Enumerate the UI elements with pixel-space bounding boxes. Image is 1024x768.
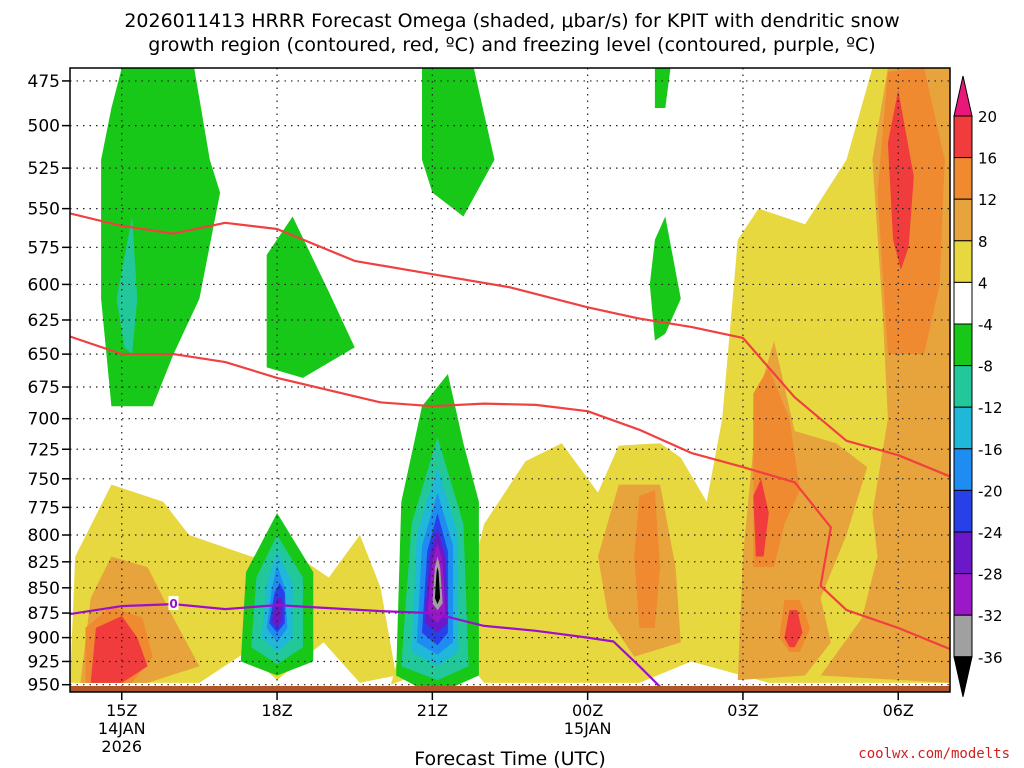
y-axis: 475 500 525 550 575 600 625 650 675 700 725 750 775 8…	[28, 72, 70, 696]
contour-line-2	[70, 603, 667, 692]
colorbar-over-triangle	[953, 75, 973, 117]
colorbar-under-triangle	[953, 656, 973, 697]
colorbar-band-3	[953, 240, 973, 283]
chart-title-line2: growth region (contoured, red, ºC) and f…	[148, 34, 876, 56]
y-tick-label-675: 675	[28, 378, 60, 398]
omega-region-16	[422, 68, 495, 217]
y-tick-label-750: 750	[28, 470, 60, 490]
omega-region-19	[654, 68, 671, 108]
colorbar-label-8: -16	[978, 441, 1003, 459]
omega-region-7	[634, 490, 661, 628]
contour-label-bg-2	[168, 596, 179, 611]
contour-lines: 0	[70, 212, 950, 692]
colorbar-band-7	[953, 406, 973, 450]
colorbar-band-10	[953, 531, 973, 575]
omega-region-12	[753, 478, 769, 557]
colorbar-label-11: -28	[978, 566, 1003, 584]
omega-shaded-regions	[70, 68, 950, 690]
colorbar-label-12: -32	[978, 607, 1003, 625]
grid-lines	[70, 68, 950, 692]
ground-strip	[70, 686, 950, 692]
colorbar-label-6: -8	[978, 358, 993, 376]
colorbar-label-4: 4	[978, 274, 988, 292]
y-tick-label-850: 850	[28, 579, 60, 599]
x-tick-label-18Z: 18Z	[261, 701, 292, 720]
y-tick-label-725: 725	[28, 440, 60, 460]
x-tick-label-03Z: 03Z	[727, 701, 758, 720]
y-tick-label-650: 650	[28, 345, 60, 365]
y-tick-label-900: 900	[28, 629, 60, 649]
colorbar-band-9	[953, 489, 973, 533]
colorbar: 20 16 12 8 4 -4 -8 -12 -16 -20 -24 -28 -32 -36	[953, 75, 1003, 697]
colorbar-band-2	[953, 198, 973, 242]
x-tick-label-15Z: 15Z	[106, 701, 137, 720]
colorbar-label-1: 16	[978, 150, 997, 168]
contour-line-1	[70, 335, 950, 651]
source-url: coolwx.com/modelts	[858, 746, 1010, 762]
x-axis-label: Forecast Time (UTC)	[414, 748, 605, 768]
y-tick-label-800: 800	[28, 526, 60, 546]
x-tick-label-06Z: 06Z	[883, 701, 914, 720]
ground-strip-rect	[70, 686, 950, 692]
colorbar-band-11	[953, 573, 973, 616]
colorbar-band-0	[953, 115, 973, 159]
omega-region-11	[90, 616, 148, 683]
omega-region-13	[784, 610, 803, 648]
y-tick-label-625: 625	[28, 311, 60, 331]
contour-label-2: 0	[169, 597, 177, 611]
y-tick-label-475: 475	[28, 72, 60, 92]
y-tick-label-550: 550	[28, 200, 60, 220]
colorbar-band-5	[953, 323, 973, 367]
x-tick-label-21Z: 21Z	[417, 701, 448, 720]
colorbar-label-5: -4	[978, 316, 993, 334]
y-tick-label-825: 825	[28, 553, 60, 573]
colorbar-band-1	[953, 157, 973, 200]
colorbar-label-2: 12	[978, 191, 997, 209]
plot-frame	[69, 67, 951, 693]
contour-line-0	[70, 212, 950, 478]
y-tick-label-575: 575	[28, 238, 60, 258]
omega-region-17	[266, 216, 355, 378]
colorbar-band-4	[953, 281, 973, 325]
x-tick-label-15JAN: 15JAN	[564, 719, 612, 738]
chart-title-line1: 2026011413 HRRR Forecast Omega (shaded, …	[124, 10, 900, 32]
omega-region-18	[649, 216, 681, 341]
y-tick-label-500: 500	[28, 117, 60, 137]
y-tick-label-775: 775	[28, 498, 60, 518]
colorbar-label-13: -36	[978, 649, 1003, 667]
omega-region-35	[434, 567, 441, 605]
y-tick-label-525: 525	[28, 159, 60, 179]
y-tick-label-600: 600	[28, 275, 60, 295]
colorbar-band-8	[953, 448, 973, 491]
x-tick-label-2026: 2026	[101, 737, 142, 756]
x-tick-label-00Z: 00Z	[572, 701, 603, 720]
y-tick-label-925: 925	[28, 652, 60, 672]
colorbar-band-12	[953, 614, 973, 658]
x-tick-label-14JAN: 14JAN	[98, 719, 146, 738]
omega-region-14	[887, 90, 914, 270]
colorbar-label-10: -24	[978, 524, 1003, 542]
omega-region-22	[116, 216, 138, 355]
colorbar-label-0: 20	[978, 108, 997, 126]
y-tick-label-950: 950	[28, 676, 60, 696]
colorbar-label-9: -20	[978, 482, 1003, 500]
colorbar-label-3: 8	[978, 233, 988, 251]
y-tick-label-700: 700	[28, 410, 60, 430]
colorbar-band-6	[953, 365, 973, 408]
colorbar-label-7: -12	[978, 399, 1003, 417]
y-tick-label-875: 875	[28, 604, 60, 624]
